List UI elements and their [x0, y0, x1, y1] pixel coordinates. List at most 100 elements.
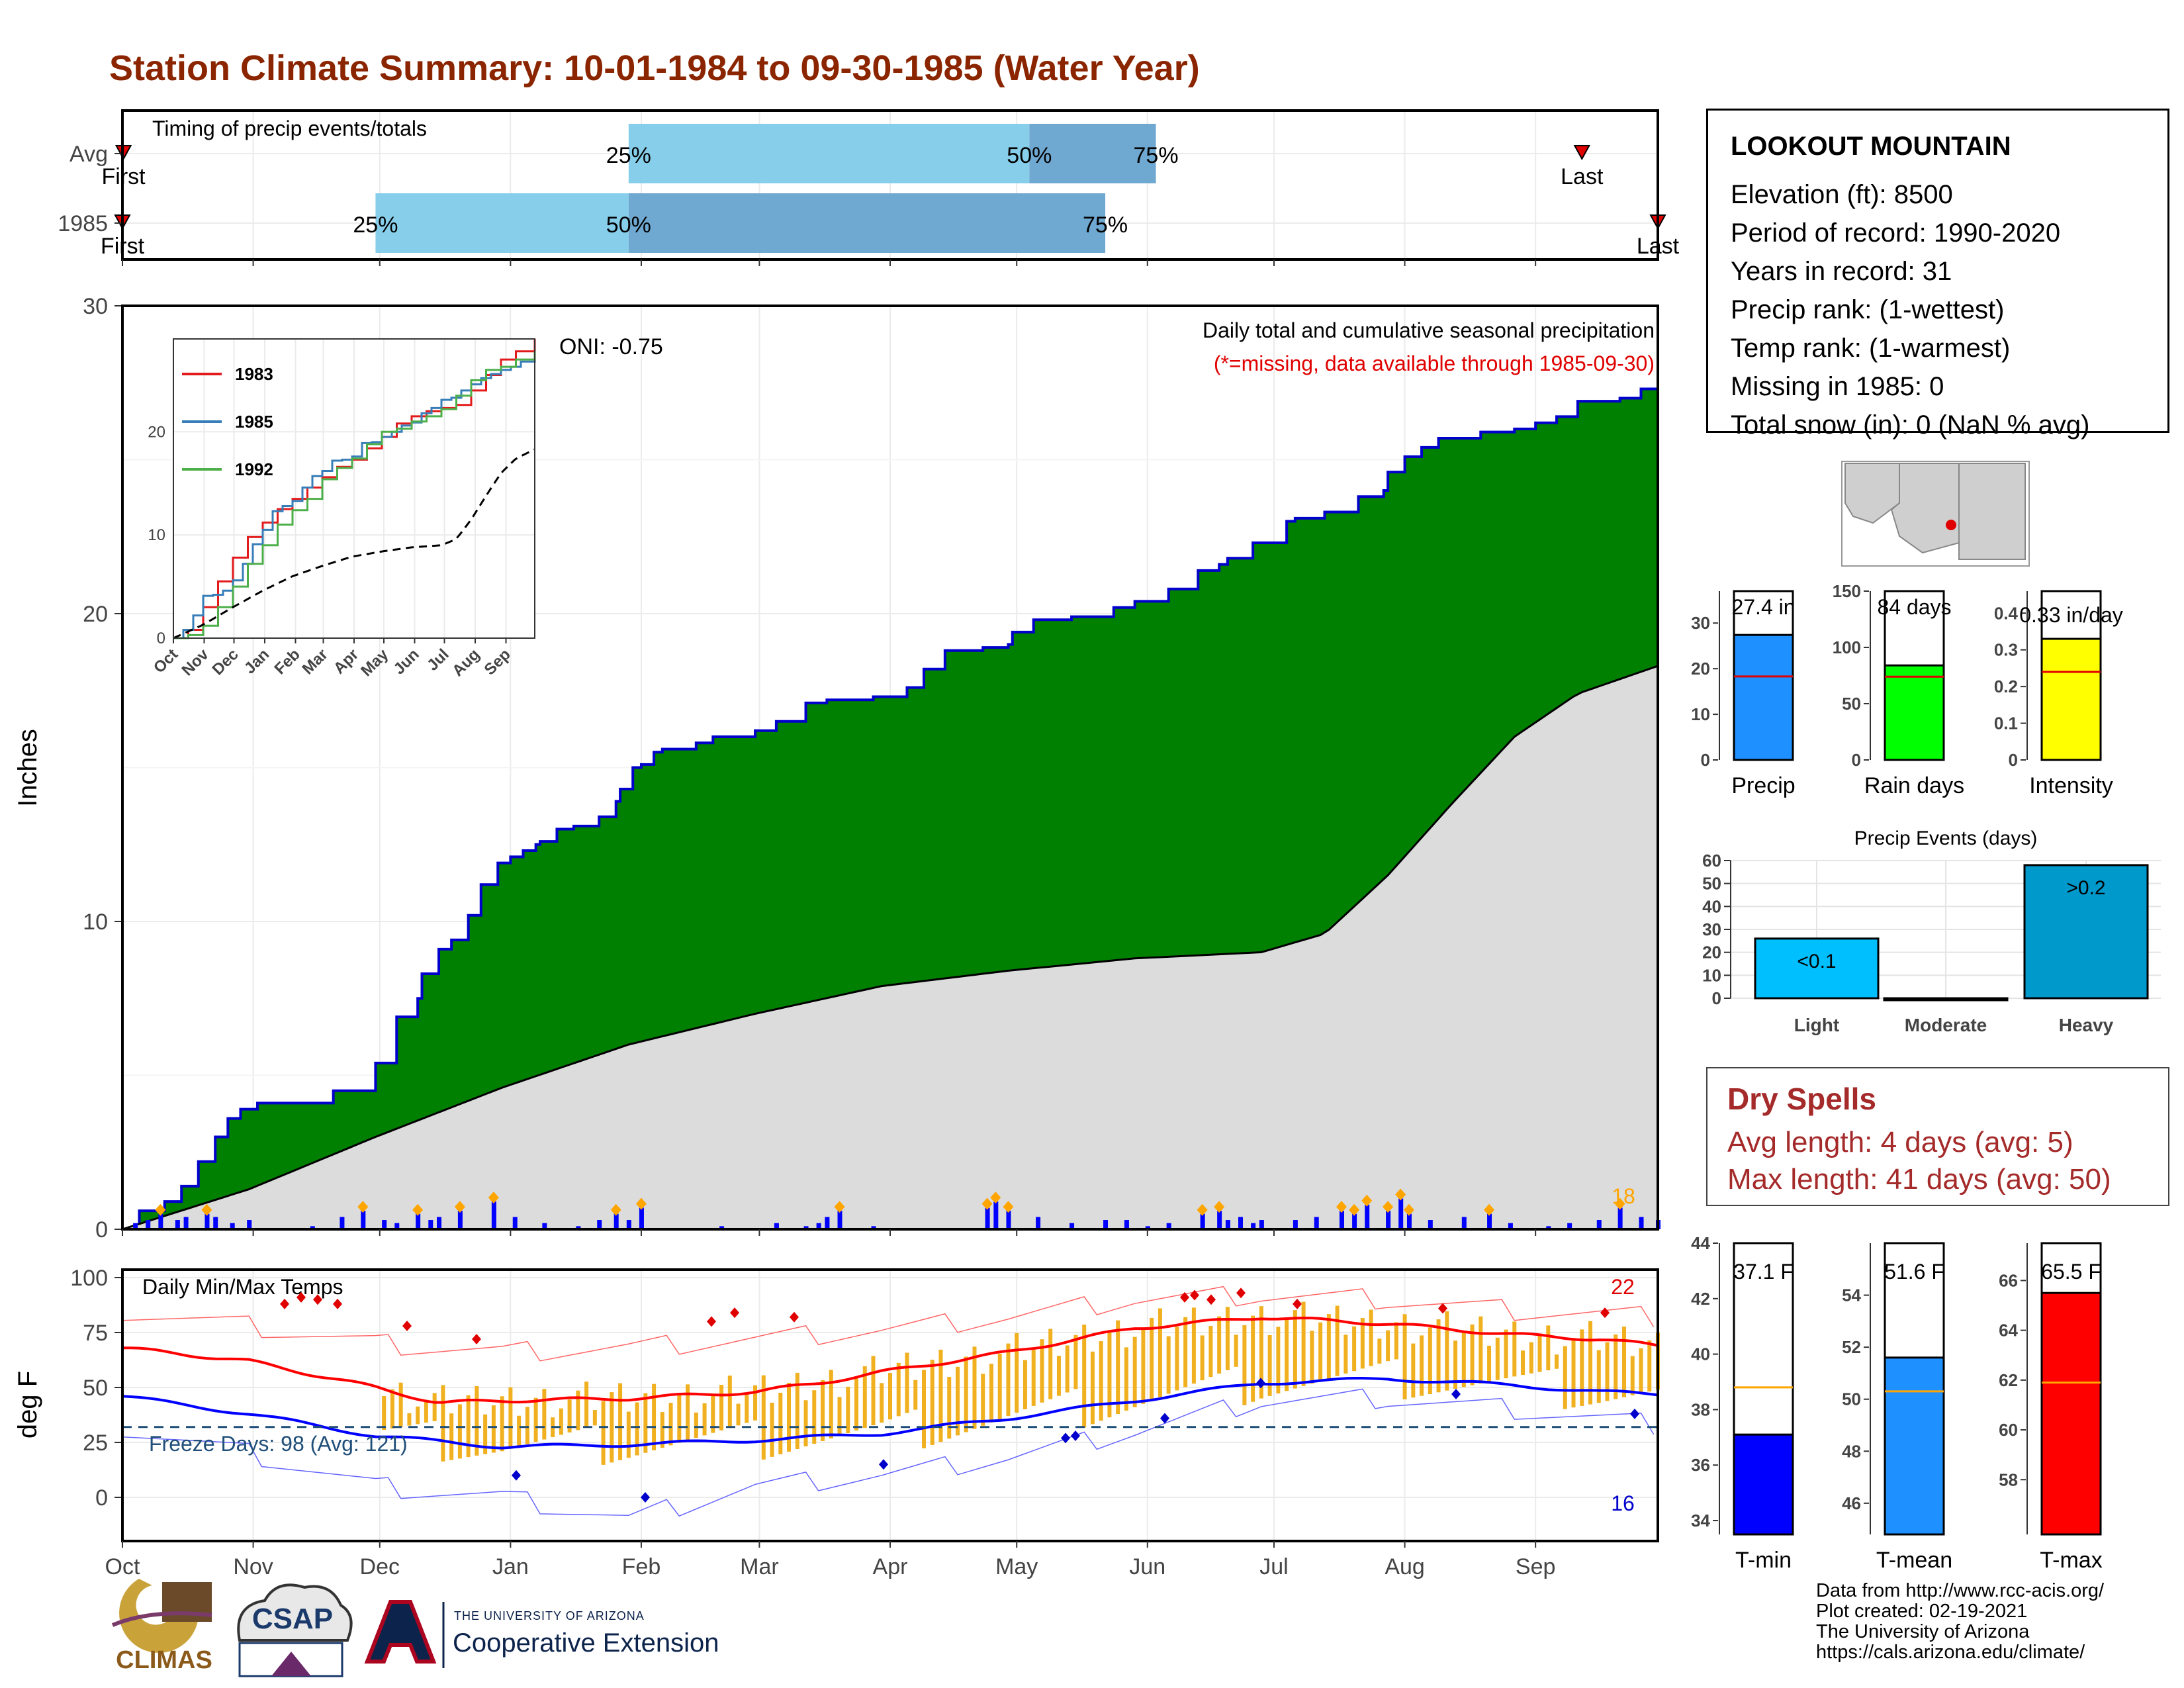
inset-y-tick-label: 20 [148, 423, 165, 441]
month-tick-label: May [995, 1554, 1038, 1579]
daily-temp-range-bar [1132, 1336, 1137, 1407]
daily-temp-range-bar [1267, 1335, 1272, 1396]
daily-temp-range-bar [1242, 1325, 1247, 1405]
daily-precip-bar [1225, 1220, 1230, 1229]
daily-precip-bar [1546, 1226, 1551, 1229]
dry-spells-title: Dry Spells [1727, 1082, 1876, 1116]
month-tick-label: Mar [740, 1554, 779, 1579]
daily-temp-range-bar [981, 1374, 985, 1426]
daily-temp-range-bar [1402, 1314, 1407, 1399]
daily-temp-range-bar [1065, 1345, 1069, 1393]
summary-bar [1884, 664, 1945, 761]
daily-temp-range-bar [449, 1413, 454, 1460]
inset-legend-label: 1992 [235, 459, 273, 479]
daily-temp-range-bar [989, 1364, 993, 1423]
daily-temp-range-bar [1259, 1306, 1263, 1399]
summary-y-tick-label: 60 [1999, 1420, 2018, 1440]
cumulative-avg-area [122, 666, 1658, 1229]
daily-temp-range-bar [432, 1393, 437, 1421]
daily-temp-range-bar [382, 1396, 387, 1430]
daily-temp-range-bar [1073, 1335, 1078, 1389]
daily-precip-bar [1217, 1211, 1222, 1229]
daily-precip-bar [428, 1220, 433, 1229]
daily-precip-bar [394, 1223, 400, 1229]
daily-temp-range-bar [1099, 1341, 1103, 1421]
timing-bar-50-75 [628, 193, 1106, 253]
events-y-tick-label: 60 [1702, 851, 1721, 870]
daily-temp-range-bar [770, 1403, 774, 1457]
summary-y-tick-label: 40 [1691, 1344, 1710, 1364]
daily-precip-bar [310, 1226, 315, 1229]
station-years: Years in record: 31 [1731, 257, 1952, 286]
event-category-label: Moderate [1905, 1015, 1987, 1035]
station-missing: Missing in 1985: 0 [1731, 372, 1944, 401]
daily-temp-range-bar [626, 1411, 631, 1458]
event-bar [2023, 864, 2149, 1000]
precip-y-tick-label: 20 [83, 602, 108, 627]
daily-temp-range-bar [1107, 1331, 1112, 1418]
daily-precip-bar [1200, 1213, 1205, 1229]
daily-precip-bar [1596, 1220, 1602, 1229]
daily-temp-range-bar [1453, 1340, 1458, 1389]
daily-temp-range-bar [1622, 1326, 1627, 1397]
daily-temp-range-bar [905, 1352, 909, 1413]
daily-precip-bar [1406, 1213, 1412, 1229]
summary-category-label: T-min [1735, 1548, 1792, 1573]
timing-pct-label: 25% [606, 143, 651, 168]
month-tick-label: Jan [492, 1554, 529, 1579]
ua-university-text: THE UNIVERSITY OF ARIZONA [454, 1609, 645, 1622]
daily-precip-bar [1365, 1204, 1370, 1229]
daily-precip-bar [1386, 1211, 1391, 1229]
heavy-day-count-label: 18 [1612, 1184, 1635, 1208]
record-low-marker [1071, 1430, 1080, 1442]
climas-logo-text: CLIMAS [116, 1646, 212, 1674]
daily-precip-bar [1339, 1211, 1344, 1229]
daily-precip-bar [133, 1223, 138, 1229]
temp-y-tick-label: 100 [70, 1266, 108, 1291]
month-tick-label: Jul [1259, 1554, 1288, 1579]
daily-precip-bar [382, 1220, 387, 1229]
summary-y-tick-label: 150 [1833, 581, 1861, 601]
record-low-marker [1160, 1413, 1169, 1424]
daily-temp-range-bar [880, 1383, 884, 1423]
month-tick-label: Feb [622, 1554, 661, 1579]
daily-temp-range-bar [1183, 1317, 1188, 1387]
month-tick-label: Oct [105, 1554, 140, 1579]
station-location-marker [1946, 520, 1956, 530]
daily-precip-bar [1293, 1220, 1298, 1229]
daily-precip-bar [993, 1201, 999, 1229]
station-total-snow: Total snow (in): 0 (NaN % avg) [1731, 410, 2090, 440]
inset-y-tick-label: 10 [148, 526, 165, 544]
record-high-marker [1190, 1289, 1199, 1301]
daily-temp-range-bar [1461, 1333, 1466, 1387]
daily-temp-range-bar [719, 1385, 724, 1430]
daily-temp-range-bar [955, 1366, 960, 1436]
precip-y-tick-label: 0 [95, 1217, 108, 1243]
record-low-marker [1630, 1408, 1639, 1419]
daily-temp-range-bar [1335, 1305, 1340, 1376]
daily-temp-range-bar [888, 1373, 892, 1420]
daily-temp-range-bar [1124, 1347, 1128, 1411]
daily-temp-range-bar [643, 1393, 648, 1453]
daily-temp-range-bar [795, 1372, 799, 1449]
summary-y-tick-label: 62 [1999, 1370, 2018, 1390]
events-y-tick-label: 10 [1702, 965, 1721, 985]
daily-precip-bar [1461, 1217, 1467, 1229]
daily-temp-range-bar [660, 1412, 664, 1448]
timing-row-label: 1985 [58, 211, 108, 236]
summary-y-tick-label: 30 [1691, 613, 1710, 633]
summary-y-tick-label: 34 [1691, 1511, 1710, 1530]
daily-temp-range-bar [761, 1375, 766, 1460]
summary-y-tick-label: 38 [1691, 1399, 1710, 1419]
record-low-marker [512, 1470, 521, 1481]
daily-temp-range-bar [1293, 1310, 1297, 1389]
summary-bar [2040, 1291, 2102, 1536]
daily-precip-bar [639, 1207, 644, 1229]
event-bar-label: >0.2 [2066, 877, 2105, 899]
heavy-day-marker [1484, 1203, 1495, 1216]
daily-temp-range-bar [921, 1370, 926, 1448]
record-low-marker [1451, 1388, 1461, 1399]
summary-category-label: Precip [1731, 773, 1795, 798]
daily-temp-range-bar [1647, 1340, 1652, 1392]
timing-pct-label: 50% [1007, 143, 1052, 168]
